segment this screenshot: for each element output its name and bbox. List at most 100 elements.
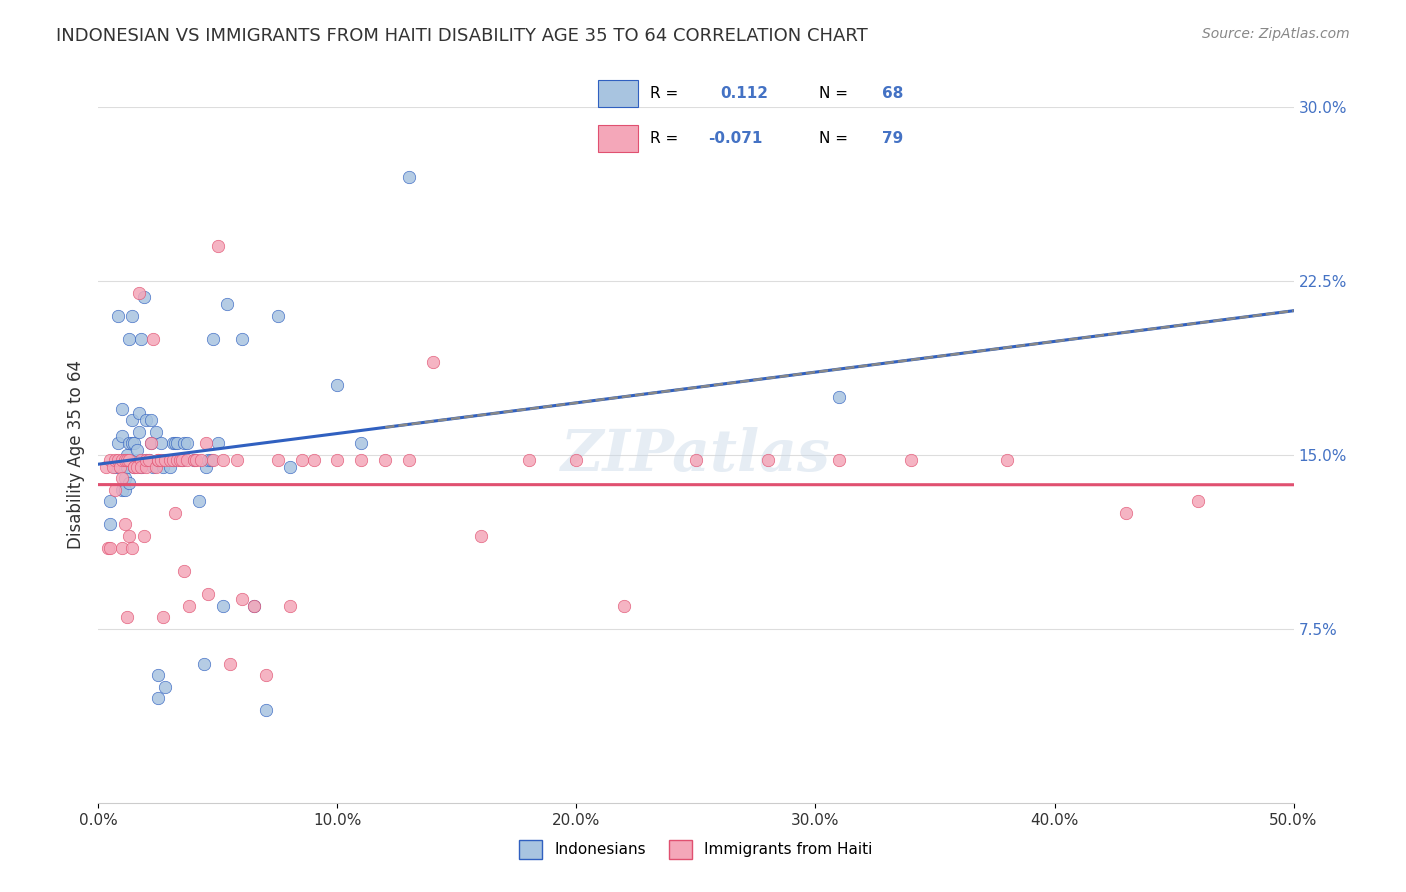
Point xyxy=(118,332,141,346)
Point xyxy=(124,436,146,450)
Point xyxy=(114,452,136,467)
Point xyxy=(152,459,174,474)
Point xyxy=(470,529,492,543)
Point xyxy=(149,436,172,450)
Point xyxy=(125,459,148,474)
Point xyxy=(121,309,143,323)
Point xyxy=(101,459,124,474)
Point xyxy=(104,452,127,467)
Point xyxy=(125,443,148,458)
Point xyxy=(202,452,225,467)
Point xyxy=(422,355,444,369)
Point xyxy=(148,452,170,467)
Point xyxy=(828,390,851,404)
Point xyxy=(139,436,162,450)
Point xyxy=(108,459,131,474)
Point xyxy=(111,401,134,416)
Point xyxy=(1115,506,1137,520)
Point xyxy=(135,452,157,467)
Point xyxy=(98,452,122,467)
Point xyxy=(114,483,136,497)
Text: Source: ZipAtlas.com: Source: ZipAtlas.com xyxy=(1202,27,1350,41)
Point xyxy=(254,703,277,717)
Point xyxy=(183,452,205,467)
Point xyxy=(176,452,198,467)
Point xyxy=(139,436,162,450)
Point xyxy=(107,436,129,450)
Point xyxy=(145,425,167,439)
Point xyxy=(131,332,153,346)
Point xyxy=(398,452,420,467)
Point xyxy=(350,452,373,467)
Point xyxy=(172,452,194,467)
Point xyxy=(1187,494,1209,508)
Point xyxy=(186,452,208,467)
Point xyxy=(183,452,205,467)
Point xyxy=(97,541,120,555)
Point xyxy=(166,436,188,450)
Point xyxy=(195,459,218,474)
Text: INDONESIAN VS IMMIGRANTS FROM HAITI DISABILITY AGE 35 TO 64 CORRELATION CHART: INDONESIAN VS IMMIGRANTS FROM HAITI DISA… xyxy=(56,27,868,45)
Point xyxy=(267,452,290,467)
Point xyxy=(613,599,636,613)
Point xyxy=(197,452,219,467)
Point xyxy=(111,483,134,497)
Point xyxy=(267,309,290,323)
Point xyxy=(139,413,162,427)
Point xyxy=(135,459,157,474)
Bar xyxy=(599,80,638,107)
Point xyxy=(138,452,160,467)
Point xyxy=(166,452,188,467)
Point xyxy=(142,459,165,474)
Point xyxy=(124,459,146,474)
Point xyxy=(135,452,157,467)
Point xyxy=(118,436,141,450)
Point xyxy=(995,452,1018,467)
Point xyxy=(115,452,138,467)
Point xyxy=(98,517,122,532)
Point xyxy=(107,452,129,467)
Point xyxy=(291,452,314,467)
Point xyxy=(226,452,249,467)
Point xyxy=(132,529,155,543)
Point xyxy=(231,591,253,606)
Point xyxy=(111,429,134,443)
Point xyxy=(155,452,177,467)
Point xyxy=(111,541,134,555)
Point xyxy=(148,691,170,706)
Point xyxy=(162,452,184,467)
Point xyxy=(163,506,186,520)
Point xyxy=(128,406,150,420)
Point xyxy=(138,452,160,467)
Point xyxy=(121,413,143,427)
Point xyxy=(94,459,117,474)
Point xyxy=(111,459,134,474)
Point xyxy=(187,494,209,508)
Point xyxy=(302,452,325,467)
Point xyxy=(173,564,195,578)
Text: R =: R = xyxy=(650,87,678,101)
Point xyxy=(900,452,922,467)
Point xyxy=(172,452,194,467)
Point xyxy=(173,436,195,450)
Point xyxy=(685,452,707,467)
Point xyxy=(114,471,136,485)
Text: 0.112: 0.112 xyxy=(720,87,769,101)
Point xyxy=(115,448,138,462)
Text: N =: N = xyxy=(818,87,848,101)
Point xyxy=(219,657,242,671)
Point xyxy=(231,332,253,346)
Point xyxy=(211,452,233,467)
Point xyxy=(195,436,218,450)
Text: R =: R = xyxy=(650,131,678,145)
Point xyxy=(243,599,266,613)
Point xyxy=(148,668,170,682)
Text: ZIPatlas: ZIPatlas xyxy=(561,426,831,483)
Point xyxy=(121,541,143,555)
Point xyxy=(118,529,141,543)
Point xyxy=(398,169,420,184)
Point xyxy=(98,541,122,555)
Point xyxy=(207,436,229,450)
Point xyxy=(128,285,150,300)
Point xyxy=(121,436,143,450)
